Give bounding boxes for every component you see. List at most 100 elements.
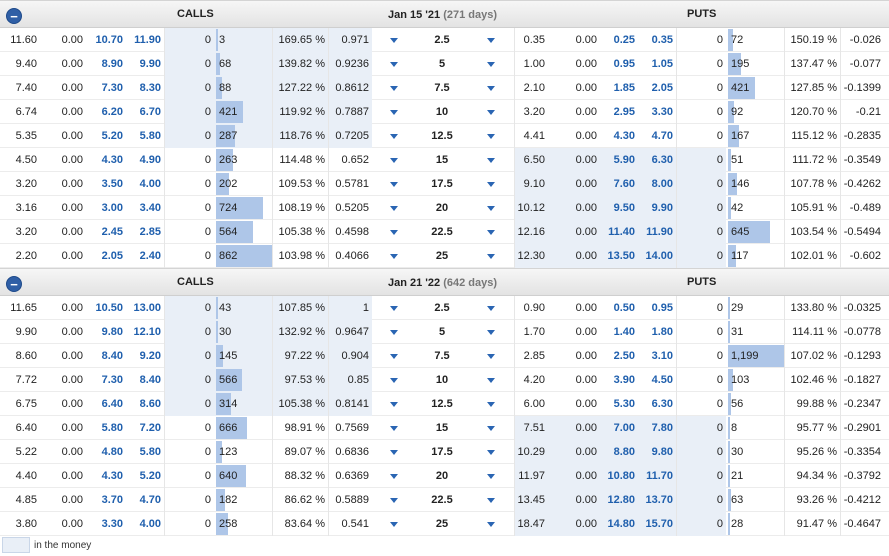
put-expand-arrow-icon[interactable]: [468, 416, 514, 440]
put-bid[interactable]: 13.50: [607, 250, 635, 262]
put-bid[interactable]: 12.80: [607, 494, 635, 506]
call-expand-arrow-icon[interactable]: [372, 392, 416, 416]
call-ask[interactable]: 8.60: [139, 398, 161, 410]
put-ask[interactable]: 1.80: [651, 326, 673, 338]
put-expand-arrow-icon[interactable]: [468, 76, 514, 100]
put-bid[interactable]: 4.30: [613, 130, 635, 142]
call-ask[interactable]: 2.40: [139, 250, 161, 262]
call-expand-arrow-icon[interactable]: [372, 52, 416, 76]
put-bid[interactable]: 5.90: [613, 154, 635, 166]
call-expand-arrow-icon[interactable]: [372, 76, 416, 100]
call-expand-arrow-icon[interactable]: [372, 512, 416, 536]
put-bid[interactable]: 0.25: [613, 34, 635, 46]
call-bid[interactable]: 8.40: [101, 350, 123, 362]
put-expand-arrow-icon[interactable]: [468, 512, 514, 536]
put-bid[interactable]: 1.40: [613, 326, 635, 338]
put-bid[interactable]: 1.85: [613, 82, 635, 94]
put-ask[interactable]: 4.70: [651, 130, 673, 142]
call-expand-arrow-icon[interactable]: [372, 172, 416, 196]
call-bid[interactable]: 3.50: [101, 178, 123, 190]
call-bid[interactable]: 4.30: [101, 154, 123, 166]
call-expand-arrow-icon[interactable]: [372, 244, 416, 268]
call-expand-arrow-icon[interactable]: [372, 416, 416, 440]
put-ask[interactable]: 11.90: [646, 226, 673, 238]
call-bid[interactable]: 10.50: [95, 302, 123, 314]
call-bid[interactable]: 2.45: [101, 226, 123, 238]
call-expand-arrow-icon[interactable]: [372, 124, 416, 148]
call-ask[interactable]: 3.40: [139, 202, 161, 214]
put-expand-arrow-icon[interactable]: [468, 148, 514, 172]
put-ask[interactable]: 0.95: [651, 302, 673, 314]
put-bid[interactable]: 5.30: [613, 398, 635, 410]
call-expand-arrow-icon[interactable]: [372, 368, 416, 392]
call-ask[interactable]: 5.20: [139, 470, 161, 482]
put-expand-arrow-icon[interactable]: [468, 28, 514, 52]
call-expand-arrow-icon[interactable]: [372, 320, 416, 344]
put-expand-arrow-icon[interactable]: [468, 488, 514, 512]
call-ask[interactable]: 11.90: [134, 34, 161, 46]
call-ask[interactable]: 5.80: [139, 446, 161, 458]
put-ask[interactable]: 9.90: [651, 202, 673, 214]
put-ask[interactable]: 3.10: [651, 350, 673, 362]
call-ask[interactable]: 4.90: [139, 154, 161, 166]
call-bid[interactable]: 4.80: [101, 446, 123, 458]
call-bid[interactable]: 10.70: [95, 34, 123, 46]
put-ask[interactable]: 6.30: [651, 154, 673, 166]
put-expand-arrow-icon[interactable]: [468, 52, 514, 76]
put-ask[interactable]: 2.05: [651, 82, 673, 94]
put-expand-arrow-icon[interactable]: [468, 196, 514, 220]
call-expand-arrow-icon[interactable]: [372, 100, 416, 124]
put-expand-arrow-icon[interactable]: [468, 368, 514, 392]
put-expand-arrow-icon[interactable]: [468, 172, 514, 196]
call-ask[interactable]: 12.10: [133, 326, 161, 338]
call-expand-arrow-icon[interactable]: [372, 464, 416, 488]
put-ask[interactable]: 11.70: [646, 470, 673, 482]
call-ask[interactable]: 2.85: [139, 226, 161, 238]
put-bid[interactable]: 9.50: [613, 202, 635, 214]
call-bid[interactable]: 9.80: [101, 326, 123, 338]
put-expand-arrow-icon[interactable]: [468, 220, 514, 244]
put-bid[interactable]: 7.60: [613, 178, 635, 190]
put-ask[interactable]: 14.00: [645, 250, 673, 262]
put-bid[interactable]: 0.95: [613, 58, 635, 70]
call-ask[interactable]: 4.00: [139, 518, 161, 530]
collapse-toggle-icon[interactable]: −: [6, 276, 22, 292]
put-expand-arrow-icon[interactable]: [468, 296, 514, 320]
call-ask[interactable]: 8.40: [139, 374, 161, 386]
collapse-toggle-icon[interactable]: −: [6, 8, 22, 24]
put-ask[interactable]: 9.80: [651, 446, 673, 458]
put-ask[interactable]: 6.30: [651, 398, 673, 410]
call-bid[interactable]: 7.30: [101, 82, 123, 94]
call-expand-arrow-icon[interactable]: [372, 488, 416, 512]
put-expand-arrow-icon[interactable]: [468, 244, 514, 268]
put-ask[interactable]: 3.30: [651, 106, 673, 118]
call-expand-arrow-icon[interactable]: [372, 28, 416, 52]
call-expand-arrow-icon[interactable]: [372, 148, 416, 172]
put-ask[interactable]: 13.70: [645, 494, 673, 506]
put-expand-arrow-icon[interactable]: [468, 392, 514, 416]
put-ask[interactable]: 7.80: [651, 422, 673, 434]
call-ask[interactable]: 4.70: [139, 494, 161, 506]
put-ask[interactable]: 8.00: [651, 178, 673, 190]
put-expand-arrow-icon[interactable]: [468, 320, 514, 344]
call-ask[interactable]: 5.80: [139, 130, 161, 142]
put-ask[interactable]: 4.50: [651, 374, 673, 386]
call-bid[interactable]: 3.00: [101, 202, 123, 214]
call-ask[interactable]: 4.00: [139, 178, 161, 190]
put-bid[interactable]: 7.00: [613, 422, 635, 434]
put-bid[interactable]: 11.40: [608, 226, 635, 238]
put-expand-arrow-icon[interactable]: [468, 464, 514, 488]
call-expand-arrow-icon[interactable]: [372, 296, 416, 320]
call-ask[interactable]: 8.30: [139, 82, 161, 94]
call-ask[interactable]: 13.00: [133, 302, 161, 314]
call-bid[interactable]: 7.30: [101, 374, 123, 386]
call-ask[interactable]: 9.20: [139, 350, 161, 362]
call-bid[interactable]: 4.30: [101, 470, 123, 482]
put-bid[interactable]: 8.80: [613, 446, 635, 458]
put-ask[interactable]: 0.35: [651, 34, 673, 46]
put-bid[interactable]: 3.90: [613, 374, 635, 386]
call-bid[interactable]: 6.40: [101, 398, 123, 410]
put-expand-arrow-icon[interactable]: [468, 100, 514, 124]
call-bid[interactable]: 5.80: [101, 422, 123, 434]
put-ask[interactable]: 1.05: [651, 58, 673, 70]
